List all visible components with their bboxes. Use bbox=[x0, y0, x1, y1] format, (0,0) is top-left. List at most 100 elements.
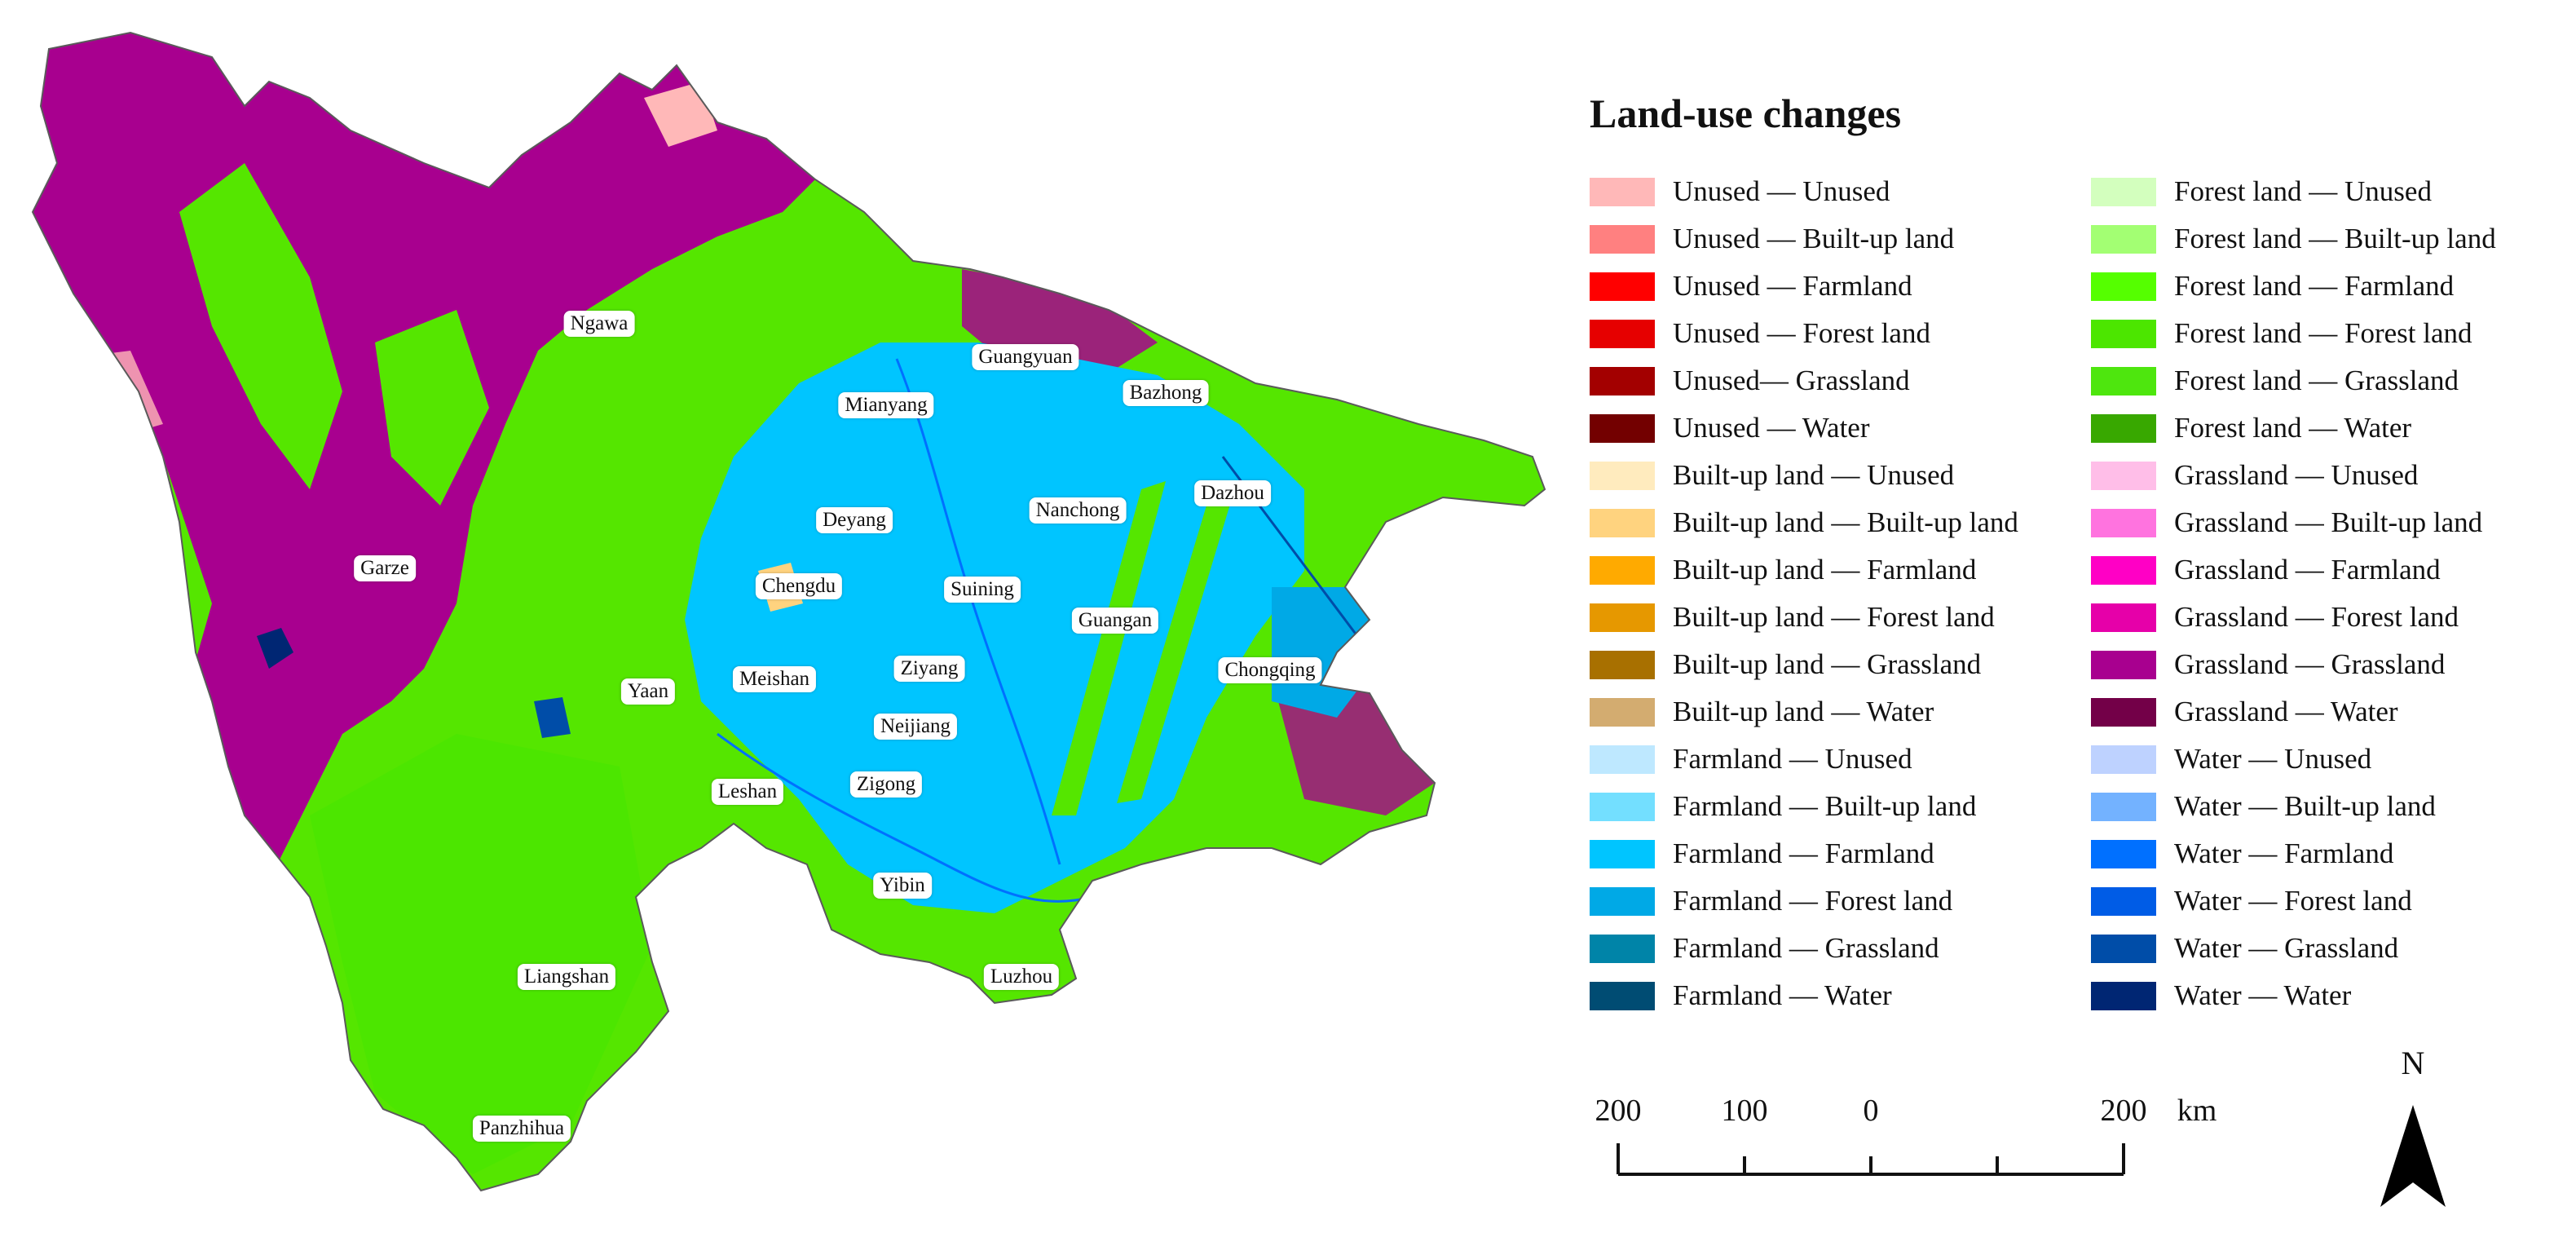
legend-swatch bbox=[2091, 603, 2156, 632]
legend-label: Water — Farmland bbox=[2174, 837, 2394, 869]
legend-swatch bbox=[1590, 603, 1655, 632]
legend-item: Built-up land — Built-up land bbox=[1590, 499, 2018, 546]
legend-label: Farmland — Unused bbox=[1673, 743, 1912, 775]
legend-item: Unused— Grassland bbox=[1590, 357, 2018, 404]
legend-item: Water — Water bbox=[2091, 972, 2496, 1019]
legend-label: Grassland — Farmland bbox=[2174, 554, 2441, 586]
city-label-deyang: Deyang bbox=[816, 507, 893, 533]
legend-label: Farmland — Grassland bbox=[1673, 932, 1939, 964]
legend-item: Grassland — Unused bbox=[2091, 452, 2496, 499]
legend-label: Built-up land — Farmland bbox=[1673, 554, 1977, 586]
legend-label: Grassland — Built-up land bbox=[2174, 506, 2483, 538]
legend-item: Water — Built-up land bbox=[2091, 783, 2496, 830]
legend-item: Forest land — Unused bbox=[2091, 168, 2496, 215]
legend-swatch bbox=[1590, 934, 1655, 963]
legend-swatch bbox=[1590, 508, 1655, 537]
legend-item: Farmland — Farmland bbox=[1590, 830, 2018, 877]
legend-item: Water — Forest land bbox=[2091, 877, 2496, 925]
city-label-neijiang: Neijiang bbox=[873, 714, 958, 740]
north-arrow-icon bbox=[2380, 1105, 2446, 1207]
city-label-meishan: Meishan bbox=[732, 666, 817, 692]
legend-item: Farmland — Forest land bbox=[1590, 877, 2018, 925]
scale-label-0: 0 bbox=[1863, 1094, 1879, 1128]
legend-item: Forest land — Water bbox=[2091, 404, 2496, 452]
legend-label: Forest land — Unused bbox=[2174, 175, 2432, 207]
river-1 bbox=[717, 732, 1093, 903]
city-label-bazhong: Bazhong bbox=[1123, 380, 1209, 406]
legend-item: Grassland — Grassland bbox=[2091, 641, 2496, 688]
legend-swatch bbox=[2091, 650, 2156, 679]
legend-swatch bbox=[2091, 224, 2156, 254]
legend-swatch bbox=[2091, 319, 2156, 348]
legend-label: Water — Built-up land bbox=[2174, 790, 2436, 822]
legend-item: Grassland — Farmland bbox=[2091, 546, 2496, 594]
legend-swatch bbox=[2091, 839, 2156, 868]
legend-label: Forest land — Built-up land bbox=[2174, 223, 2496, 254]
legend-item: Grassland — Water bbox=[2091, 688, 2496, 736]
legend-item: Farmland — Unused bbox=[1590, 736, 2018, 783]
city-label-leshan: Leshan bbox=[711, 779, 784, 805]
legend-label: Unused — Farmland bbox=[1673, 270, 1912, 302]
city-label-dazhou: Dazhou bbox=[1194, 480, 1271, 506]
legend-item: Forest land — Grassland bbox=[2091, 357, 2496, 404]
legend-swatch bbox=[1590, 745, 1655, 774]
city-label-guangyuan: Guangyuan bbox=[972, 344, 1079, 370]
legend-item: Water — Grassland bbox=[2091, 925, 2496, 972]
legend-swatch bbox=[1590, 272, 1655, 301]
legend-swatch bbox=[1590, 413, 1655, 443]
city-label-luzhou: Luzhou bbox=[983, 964, 1060, 990]
legend-item: Forest land — Built-up land bbox=[2091, 215, 2496, 263]
legend-item: Farmland — Built-up land bbox=[1590, 783, 2018, 830]
legend-label: Forest land — Forest land bbox=[2174, 317, 2472, 349]
legend-swatch bbox=[1590, 177, 1655, 206]
legend-label: Unused — Built-up land bbox=[1673, 223, 1955, 254]
legend-column-right: Forest land — Unused Forest land — Built-… bbox=[2091, 168, 2496, 1019]
legend-label: Forest land — Water bbox=[2174, 412, 2412, 444]
scale-bar-line bbox=[1617, 1143, 2125, 1176]
legend-label: Forest land — Farmland bbox=[2174, 270, 2455, 302]
city-label-nanchong: Nanchong bbox=[1029, 497, 1127, 524]
water-patch-yaan bbox=[534, 697, 571, 738]
legend-label: Grassland — Forest land bbox=[2174, 601, 2459, 633]
legend-swatch bbox=[2091, 508, 2156, 537]
legend-swatch bbox=[2091, 366, 2156, 396]
legend-label: Built-up land — Built-up land bbox=[1673, 506, 2018, 538]
legend-label: Built-up land — Grassland bbox=[1673, 648, 1982, 680]
legend-label: Grassland — Grassland bbox=[2174, 648, 2446, 680]
legend-swatch bbox=[1590, 366, 1655, 396]
legend-column-left: Unused — Unused Unused — Built-up land Unu… bbox=[1590, 168, 2018, 1019]
legend-item: Built-up land — Farmland bbox=[1590, 546, 2018, 594]
legend-label: Farmland — Forest land bbox=[1673, 885, 1953, 917]
city-label-chongqing: Chongqing bbox=[1218, 657, 1322, 683]
forest-strip-1 bbox=[179, 163, 342, 489]
legend-label: Farmland — Farmland bbox=[1673, 837, 1934, 869]
city-label-yibin: Yibin bbox=[873, 873, 932, 899]
legend-title: Land-use changes bbox=[1590, 91, 1902, 136]
scale-bar: 200 100 0 200 km bbox=[1594, 1093, 2230, 1182]
legend-item: Water — Farmland bbox=[2091, 830, 2496, 877]
legend-swatch bbox=[2091, 792, 2156, 821]
legend-swatch bbox=[1590, 697, 1655, 727]
legend-swatch bbox=[1590, 886, 1655, 916]
legend-item: Unused — Built-up land bbox=[1590, 215, 2018, 263]
land-use-map bbox=[32, 32, 1546, 1191]
legend-swatch bbox=[2091, 934, 2156, 963]
legend-item: Farmland — Water bbox=[1590, 972, 2018, 1019]
legend-swatch bbox=[2091, 981, 2156, 1010]
legend-swatch bbox=[1590, 319, 1655, 348]
legend-label: Built-up land — Water bbox=[1673, 696, 1934, 727]
legend-swatch bbox=[2091, 177, 2156, 206]
legend-item: Forest land — Farmland bbox=[2091, 263, 2496, 310]
legend-label: Forest land — Grassland bbox=[2174, 365, 2459, 396]
north-arrow: N bbox=[2368, 1044, 2458, 1223]
legend-label: Unused — Forest land bbox=[1673, 317, 1930, 349]
city-label-ziyang: Ziyang bbox=[893, 656, 965, 682]
legend-label: Water — Unused bbox=[2174, 743, 2372, 775]
city-label-mianyang: Mianyang bbox=[838, 392, 934, 418]
legend-label: Built-up land — Forest land bbox=[1673, 601, 1995, 633]
scale-label-200-left: 200 bbox=[1595, 1094, 1642, 1128]
river-2 bbox=[895, 358, 1061, 865]
legend-item: Unused — Forest land bbox=[1590, 310, 2018, 357]
legend-swatch bbox=[1590, 224, 1655, 254]
city-label-chengdu: Chengdu bbox=[755, 573, 843, 599]
